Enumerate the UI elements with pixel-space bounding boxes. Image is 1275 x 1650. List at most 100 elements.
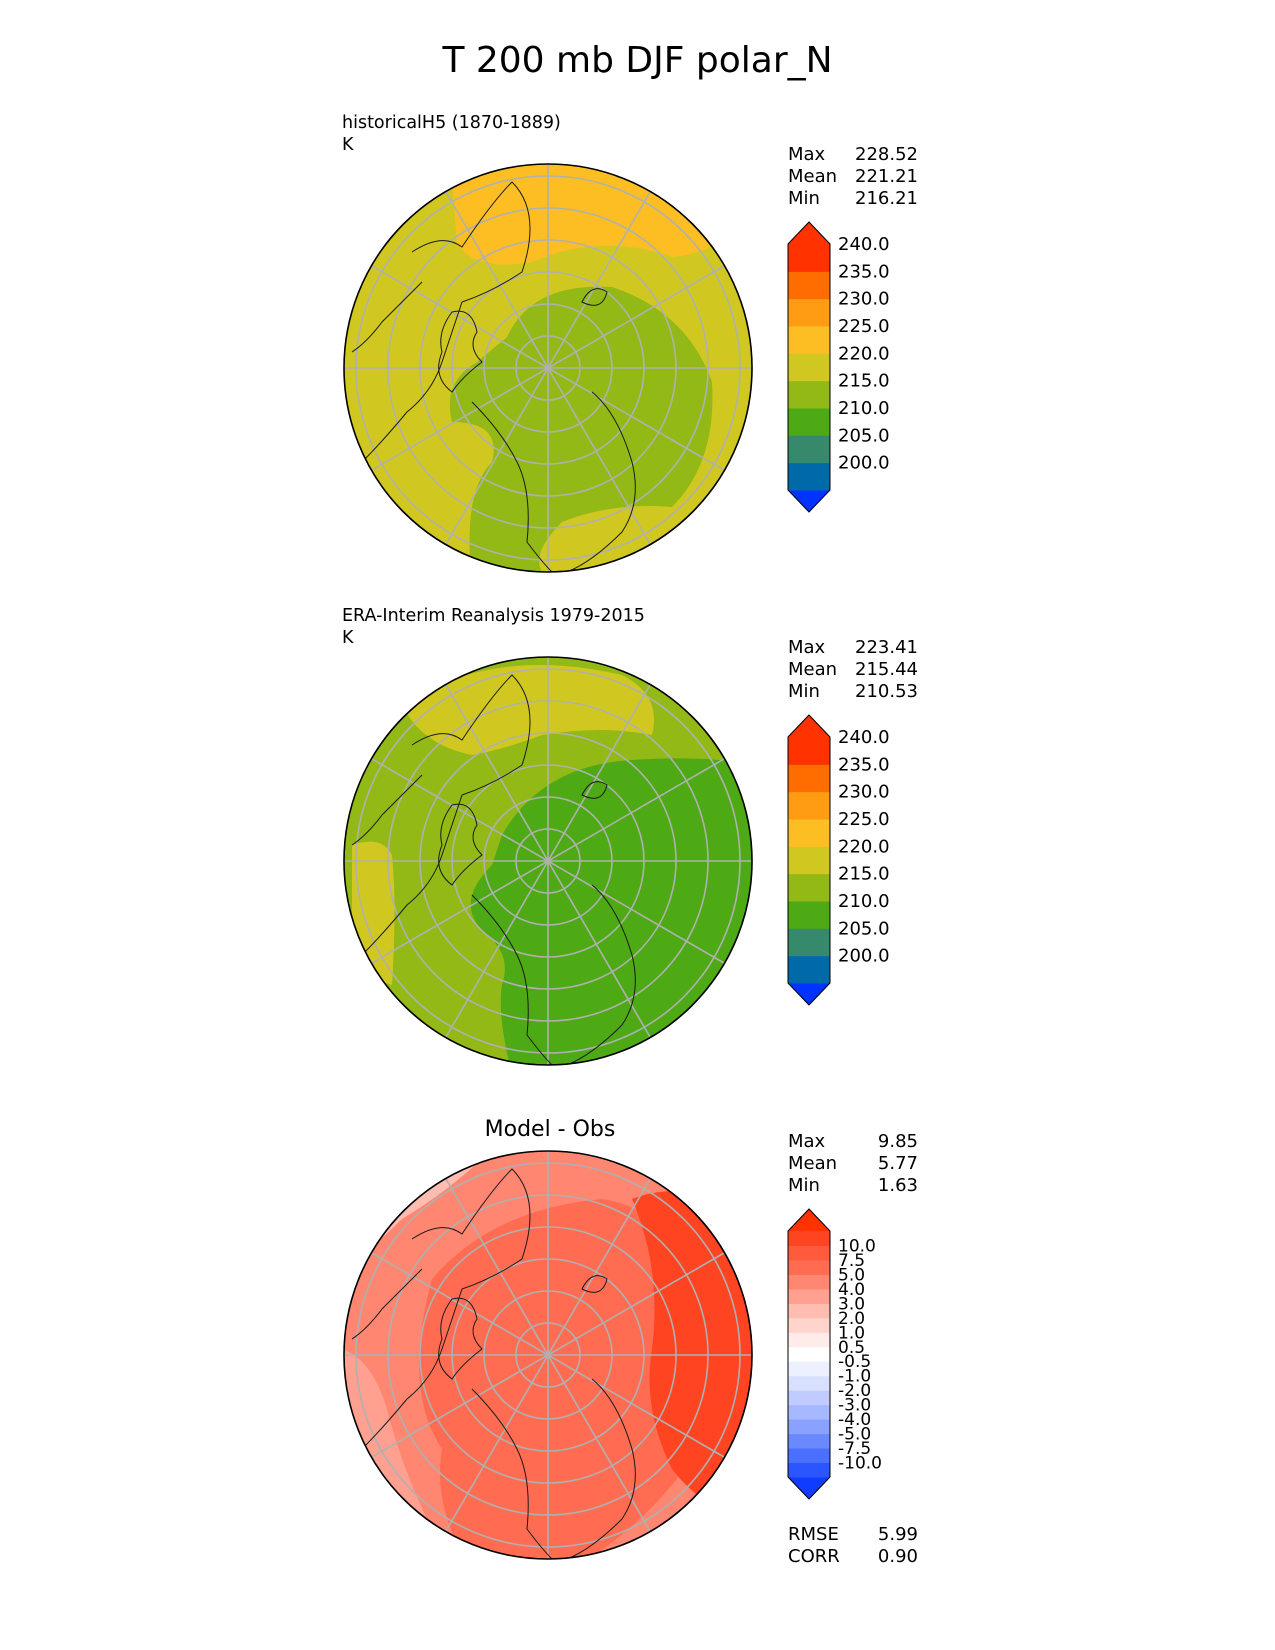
panel-2-colorbar: 200.0 205.0 210.0 215.0 220.0 225.0 230.0 235.0… <box>787 714 890 1006</box>
colorbar-tick-label: 220.0 <box>838 836 890 857</box>
colorbar-segment <box>788 737 830 765</box>
colorbar-extend-min <box>788 1477 830 1499</box>
colorbar-segment <box>788 1332 830 1348</box>
colorbar-segment <box>788 1361 830 1377</box>
stat-corr-label: CORR <box>788 1546 840 1567</box>
stat-mean-label: Mean <box>788 166 838 187</box>
colorbar-tick-label: -7.5 <box>838 1439 871 1459</box>
colorbar-tick-label: -2.0 <box>838 1381 871 1401</box>
colorbar-segment <box>788 901 830 929</box>
colorbar-tick-label: -1.0 <box>838 1367 871 1387</box>
colorbar-tick-label: 235.0 <box>838 754 890 775</box>
colorbar-segment <box>788 1288 830 1304</box>
stat-max-label: Max <box>788 637 826 658</box>
colorbar-outline <box>787 221 831 513</box>
stat-max-label: Max <box>788 1131 826 1152</box>
field-215-220 <box>449 286 713 572</box>
panel-1-dataset: historicalH5 (1870-1889) <box>342 113 561 133</box>
colorbar-extend-max <box>788 222 830 244</box>
panel-3-extra-stats: RMSE 5.99 CORR 0.90 <box>788 1524 918 1568</box>
colorbar-segment <box>788 326 830 354</box>
map-boundary <box>343 1150 753 1560</box>
diff-field-7-5-10 <box>632 1191 752 1529</box>
colorbar-tick-label: 210.0 <box>838 891 890 912</box>
colorbar-segment <box>788 1448 830 1464</box>
colorbar-tick-label: 235.0 <box>838 261 890 282</box>
coastlines <box>351 1168 636 1559</box>
coastlines <box>351 181 636 572</box>
colorbar-segment <box>788 271 830 300</box>
colorbar-segment <box>788 1346 830 1362</box>
colorbar-tick-label: 10.0 <box>838 1236 876 1256</box>
figure-title: T 200 mb DJF polar_N <box>442 40 833 81</box>
colorbar-segment <box>788 1375 830 1391</box>
graticule <box>344 657 752 1065</box>
colorbar-segment <box>788 955 830 984</box>
colorbar-tick-label: 200.0 <box>838 453 890 474</box>
colorbar-segment <box>788 244 830 272</box>
stat-min-label: Min <box>788 681 820 702</box>
colorbar-segment <box>788 928 830 957</box>
map-boundary <box>343 656 753 1066</box>
colorbar-tick-label: 1.0 <box>838 1323 865 1343</box>
colorbar-tick-label: 240.0 <box>838 727 890 748</box>
panel-1-units: K <box>342 135 354 155</box>
colorbar-tick-label: 230.0 <box>838 782 890 803</box>
stat-max-value: 223.41 <box>855 637 918 658</box>
panel-2-units: K <box>342 628 354 648</box>
panel-1-map <box>343 163 753 573</box>
stat-corr-value: 0.90 <box>877 1546 918 1567</box>
colorbar-extend-max <box>788 1209 830 1231</box>
map-boundary <box>343 163 753 573</box>
colorbar-segment <box>788 791 830 820</box>
stat-mean-value: 221.21 <box>855 166 918 187</box>
coastlines <box>351 674 636 1065</box>
colorbar-tick-label: 7.5 <box>838 1251 865 1271</box>
stat-max-value: 228.52 <box>855 144 918 165</box>
colorbar-tick-label: -4.0 <box>838 1410 871 1430</box>
colorbar-segment <box>788 764 830 793</box>
colorbar-tick-label: -10.0 <box>838 1454 882 1474</box>
panel-3-colorbar: -10.0-7.5-5.0-4.0-3.0-2.0-1.0-0.50.51.02… <box>787 1208 882 1500</box>
colorbar-tick-label: 215.0 <box>838 371 890 392</box>
colorbar-segment <box>788 846 830 875</box>
stat-mean-value: 5.77 <box>877 1153 918 1174</box>
panel-1-label: historicalH5 (1870-1889) K <box>342 112 561 156</box>
graticule <box>344 1151 752 1559</box>
colorbar-segment <box>788 1303 830 1319</box>
colorbar-segment <box>788 1404 830 1420</box>
panel-2-dataset: ERA-Interim Reanalysis 1979-2015 <box>342 606 645 626</box>
colorbar-segment <box>788 380 830 409</box>
stat-mean-value: 215.44 <box>855 659 918 680</box>
colorbar-segment <box>788 353 830 382</box>
colorbar-extend-min <box>788 490 830 512</box>
colorbar-tick-label: -3.0 <box>838 1396 871 1416</box>
colorbar-segment <box>788 873 830 902</box>
colorbar-tick-label: 3.0 <box>838 1294 865 1314</box>
colorbar-segment <box>788 1259 830 1275</box>
colorbar-tick-label: 205.0 <box>838 425 890 446</box>
colorbar-tick-label: -5.0 <box>838 1425 871 1445</box>
colorbar-tick-label: 200.0 <box>838 946 890 967</box>
colorbar-segment <box>788 462 830 491</box>
colorbar-segment <box>788 298 830 327</box>
colorbar-extend-max <box>788 715 830 737</box>
stat-min-value: 1.63 <box>877 1175 918 1196</box>
colorbar-segment <box>788 1231 830 1246</box>
colorbar-segment <box>788 819 830 847</box>
colorbar-tick-label: 225.0 <box>838 809 890 830</box>
colorbar-segment <box>788 1390 830 1406</box>
stat-rmse-value: 5.99 <box>877 1524 918 1545</box>
stat-min-label: Min <box>788 188 820 209</box>
difference-title: Model - Obs <box>484 1117 616 1142</box>
colorbar-tick-label: 240.0 <box>838 234 890 255</box>
stat-min-value: 210.53 <box>855 681 918 702</box>
stat-mean-label: Mean <box>788 659 838 680</box>
colorbar-tick-label: 230.0 <box>838 289 890 310</box>
colorbar-tick-label: 220.0 <box>838 343 890 364</box>
colorbar-segment <box>788 435 830 464</box>
colorbar-segment <box>788 408 830 436</box>
stat-mean-label: Mean <box>788 1153 838 1174</box>
colorbar-outline <box>787 1208 831 1500</box>
colorbar-tick-label: 4.0 <box>838 1280 865 1300</box>
